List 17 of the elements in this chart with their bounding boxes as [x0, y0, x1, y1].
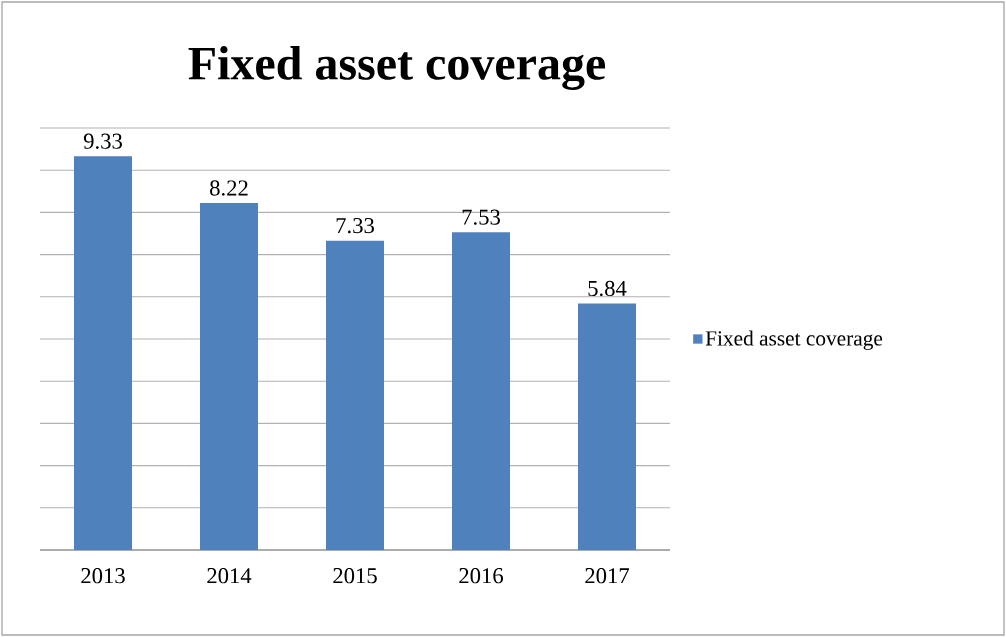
bar: [200, 203, 258, 550]
data-label: 8.22: [210, 180, 248, 196]
data-label: 7.53: [462, 209, 500, 225]
chart-title: Fixed asset coverage: [188, 46, 606, 90]
x-tick-label: 2016: [459, 568, 503, 584]
data-label: 5.84: [588, 280, 627, 297]
data-label: 7.33: [336, 217, 374, 234]
x-tick-label: 2014: [207, 568, 252, 584]
x-tick-label: 2013: [81, 568, 125, 584]
x-tick-label: 2017: [585, 568, 630, 584]
bar: [578, 303, 636, 550]
data-label: 9.33: [83, 133, 122, 149]
bar: [326, 240, 384, 550]
legend-label: Fixed asset coverage: [705, 330, 883, 350]
x-tick-label: 2015: [333, 568, 377, 584]
bar: [74, 156, 132, 550]
bar: [452, 232, 511, 550]
